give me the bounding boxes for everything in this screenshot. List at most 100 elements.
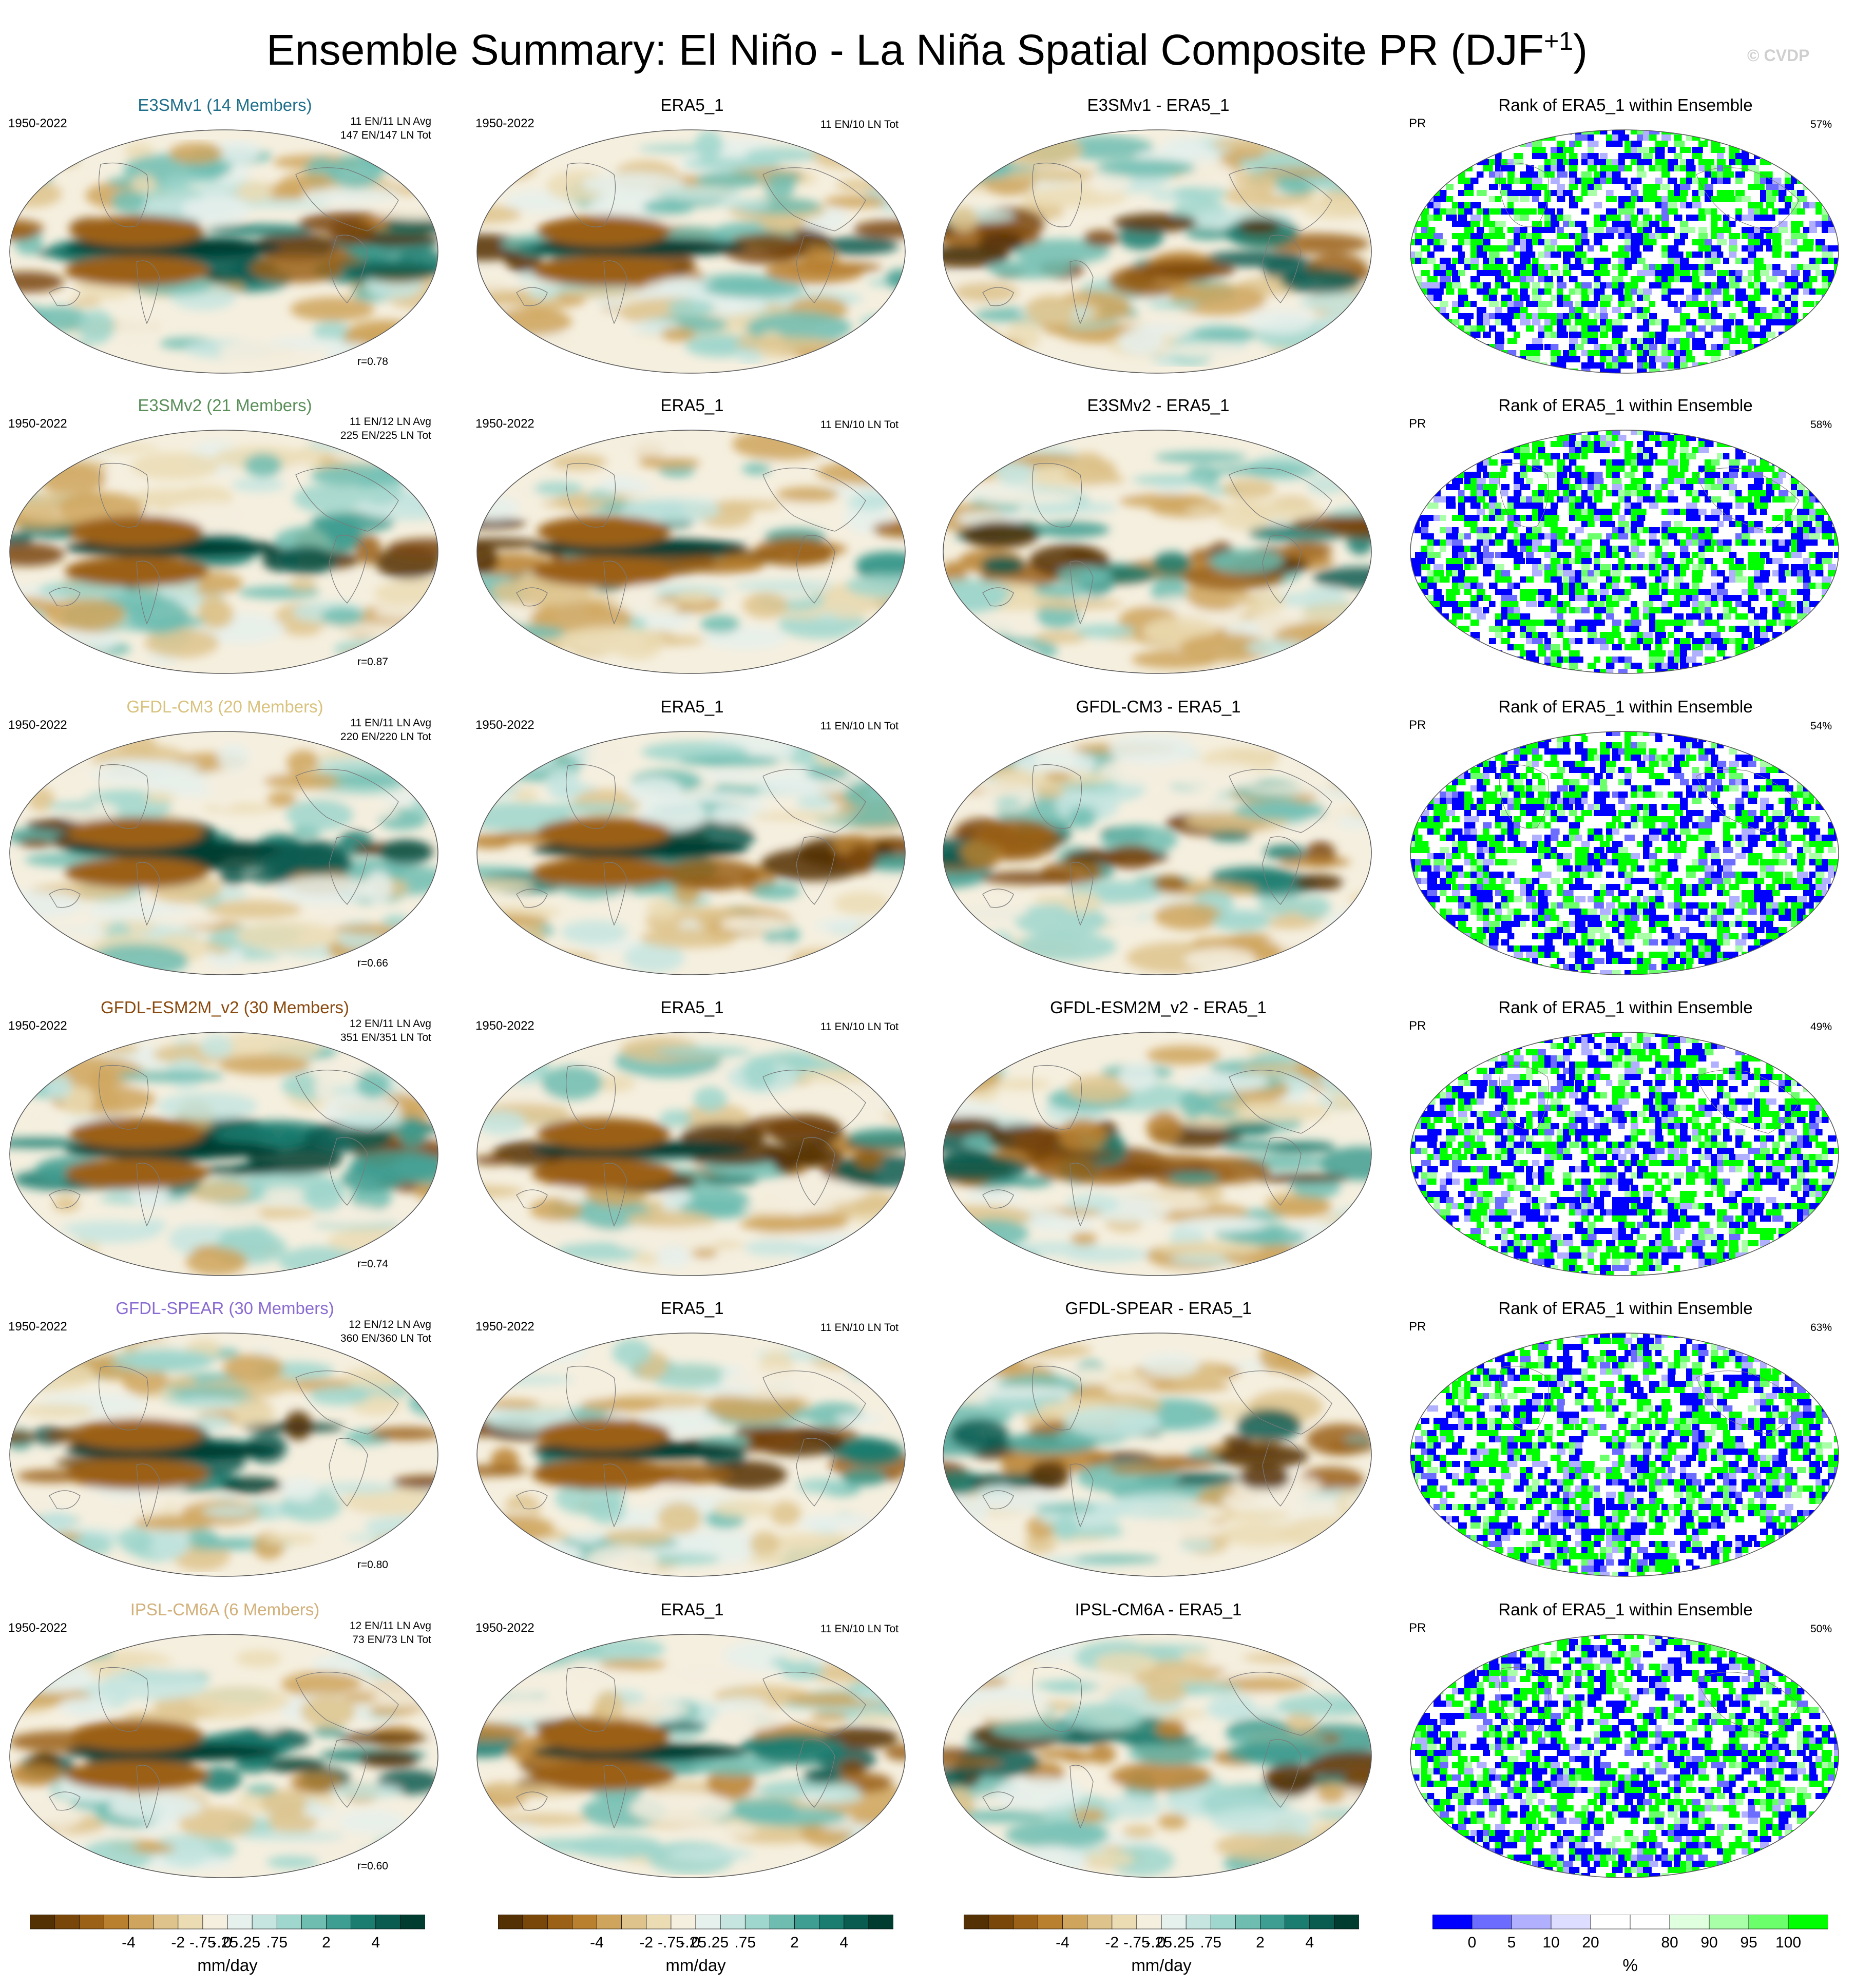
rank-cell: [1834, 533, 1839, 539]
rank-cell: [1649, 239, 1657, 245]
rank-cell: [1458, 490, 1465, 496]
rank-cell: [1779, 466, 1788, 472]
rank-cell: [1822, 332, 1828, 338]
anomaly-blob: [286, 750, 320, 777]
rank-cell: [1606, 607, 1614, 613]
rank-cell: [1686, 430, 1695, 435]
rank-cell: [1674, 472, 1685, 478]
rank-cell: [1797, 134, 1807, 141]
rank-cell: [1760, 227, 1767, 233]
rank-cell: [1520, 178, 1527, 184]
rank-cell: [1803, 773, 1810, 779]
rank-cell: [1643, 227, 1652, 233]
diff-panel: E3SMv2 - ERA5_1: [938, 395, 1379, 683]
anomaly-blob: [74, 443, 160, 453]
rank-cell: [1581, 521, 1589, 527]
rank-cell: [1495, 356, 1504, 362]
rank-cell: [1588, 509, 1595, 515]
rank-cell: [1464, 558, 1475, 564]
rank-cell: [1483, 527, 1489, 533]
anomaly-blob: [78, 310, 114, 344]
anomaly-blob: [1035, 521, 1110, 538]
rank-cell: [1477, 270, 1483, 276]
rank-cell: [1514, 313, 1520, 319]
rank-cell: [1711, 632, 1721, 638]
anomaly-blob: [1147, 301, 1200, 310]
rank-cell: [1612, 459, 1620, 466]
rank-cell: [1520, 258, 1531, 264]
rank-cell: [1514, 644, 1525, 650]
rank-cell: [1631, 276, 1638, 282]
rank-cell: [1446, 601, 1454, 607]
rank-cell: [1772, 239, 1782, 245]
rank-cell: [1661, 215, 1669, 221]
rank-cell: [1779, 369, 1786, 373]
rank-cell: [1569, 307, 1577, 313]
rank-cell: [1557, 276, 1563, 282]
rank-cell: [1717, 767, 1724, 773]
rank-cell: [1421, 215, 1429, 221]
rank-cell: [1446, 558, 1452, 564]
coastlines: [982, 163, 1332, 324]
rank-cell: [1495, 736, 1506, 742]
rank-cell: [1458, 141, 1469, 147]
rank-cell: [1495, 430, 1506, 435]
anomaly-blob: [834, 853, 878, 868]
rank-cell: [1785, 134, 1791, 141]
rank-cell: [1735, 453, 1746, 459]
rank-cell: [1433, 338, 1441, 344]
rank-cell: [1440, 546, 1446, 552]
rank-cell: [1785, 313, 1792, 319]
anomaly-blob: [832, 148, 883, 158]
rank-cell: [1766, 663, 1776, 669]
rank-cell: [1458, 779, 1466, 785]
rank-cell: [1705, 159, 1714, 165]
anomaly-blob: [10, 917, 34, 935]
rank-cell: [1717, 761, 1727, 767]
rank-cell: [1569, 626, 1577, 632]
rank-cell: [1433, 178, 1444, 184]
rank-cell: [1822, 601, 1829, 607]
rank-cell: [1698, 344, 1707, 350]
rank-cell: [1760, 362, 1771, 369]
rank-cell: [1754, 657, 1761, 663]
rank-cell: [1723, 601, 1732, 607]
rank-cell: [1544, 245, 1556, 252]
anomaly-blob: [1057, 567, 1112, 584]
rank-cell: [1834, 282, 1839, 288]
anomaly-blob: [742, 463, 771, 475]
rank-cell: [1692, 731, 1703, 736]
panel-title: GFDL-CM3 (20 Members): [126, 697, 323, 716]
coastlines: [516, 463, 866, 625]
rank-cell: [1815, 638, 1824, 644]
rank-cell: [1797, 245, 1804, 252]
rank-cell: [1760, 208, 1768, 215]
rank-cell: [1581, 583, 1588, 589]
rank-cell: [1748, 620, 1759, 626]
diff-panel: E3SMv1 - ERA5_1: [938, 95, 1379, 382]
rank-cell: [1674, 362, 1681, 369]
rank-cell: [1470, 239, 1478, 245]
rank-cell: [1711, 601, 1719, 607]
rank-cell: [1421, 147, 1430, 153]
anomaly-blob: [1280, 268, 1361, 294]
rank-cell: [1594, 472, 1603, 478]
rank-cell: [1754, 472, 1764, 478]
rank-cell: [1828, 159, 1836, 165]
anomaly-blob: [313, 321, 352, 342]
rank-cell: [1526, 430, 1533, 435]
rank-cell: [1754, 313, 1762, 319]
rank-cell: [1772, 453, 1780, 459]
anomaly-blob: [22, 459, 48, 470]
anomaly-blob: [834, 892, 890, 915]
anomaly-blob: [713, 555, 765, 572]
rank-cell: [1477, 435, 1486, 441]
rank-cell: [1427, 252, 1435, 258]
anomaly-blob: [845, 573, 905, 598]
rank-cell: [1797, 282, 1804, 288]
rank-cell: [1754, 171, 1762, 178]
anomaly-blob: [667, 299, 715, 317]
rank-cell: [1815, 447, 1825, 453]
rank-cell: [1452, 767, 1463, 773]
rank-cell: [1815, 288, 1823, 295]
